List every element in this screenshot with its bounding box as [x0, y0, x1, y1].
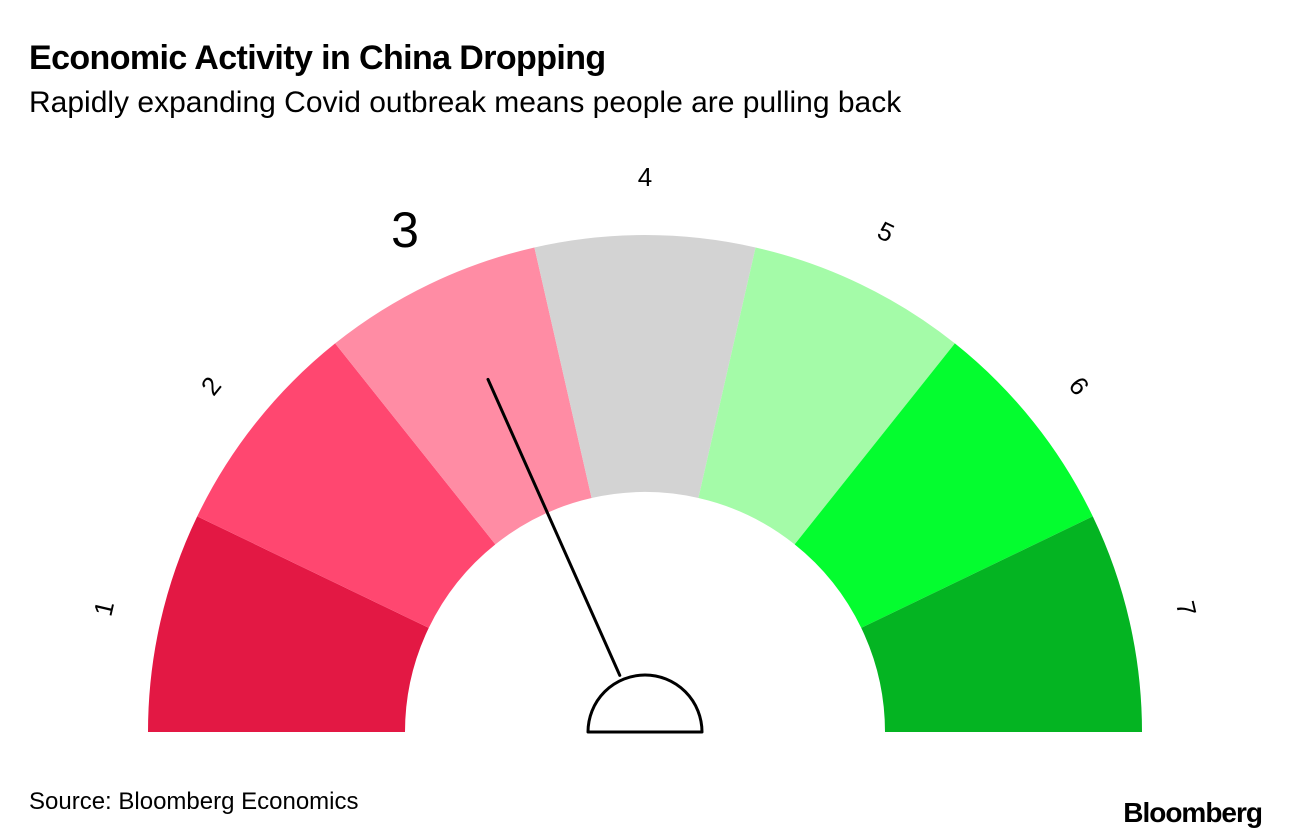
gauge-segment-4: [534, 234, 756, 499]
chart-title: Economic Activity in China Dropping: [29, 39, 606, 77]
gauge-needle: [486, 377, 622, 677]
gauge-segment-5: [698, 247, 955, 545]
gauge-segment-1: [148, 516, 429, 732]
chart-subtitle: Rapidly expanding Covid outbreak means p…: [29, 86, 902, 119]
gauge-label-3: 3: [391, 202, 419, 258]
gauge-label-4: 4: [638, 162, 652, 192]
gauge-label-5: 5: [873, 215, 899, 248]
gauge-label-7: 7: [1170, 598, 1202, 619]
gauge-segment-2: [197, 343, 496, 628]
gauge-segment-6: [794, 343, 1093, 628]
bloomberg-logo: Bloomberg: [1123, 797, 1263, 828]
gauge-segment-7: [861, 516, 1142, 732]
gauge-label-6: 6: [1063, 371, 1095, 401]
source-note: Source: Bloomberg Economics: [29, 788, 359, 815]
gauge-label-1: 1: [88, 598, 120, 619]
gauge-segments: [148, 234, 1142, 732]
gauge-hub: [586, 673, 704, 734]
gauge-needle-group: [486, 377, 704, 734]
gauge-label-2: 2: [195, 371, 227, 401]
